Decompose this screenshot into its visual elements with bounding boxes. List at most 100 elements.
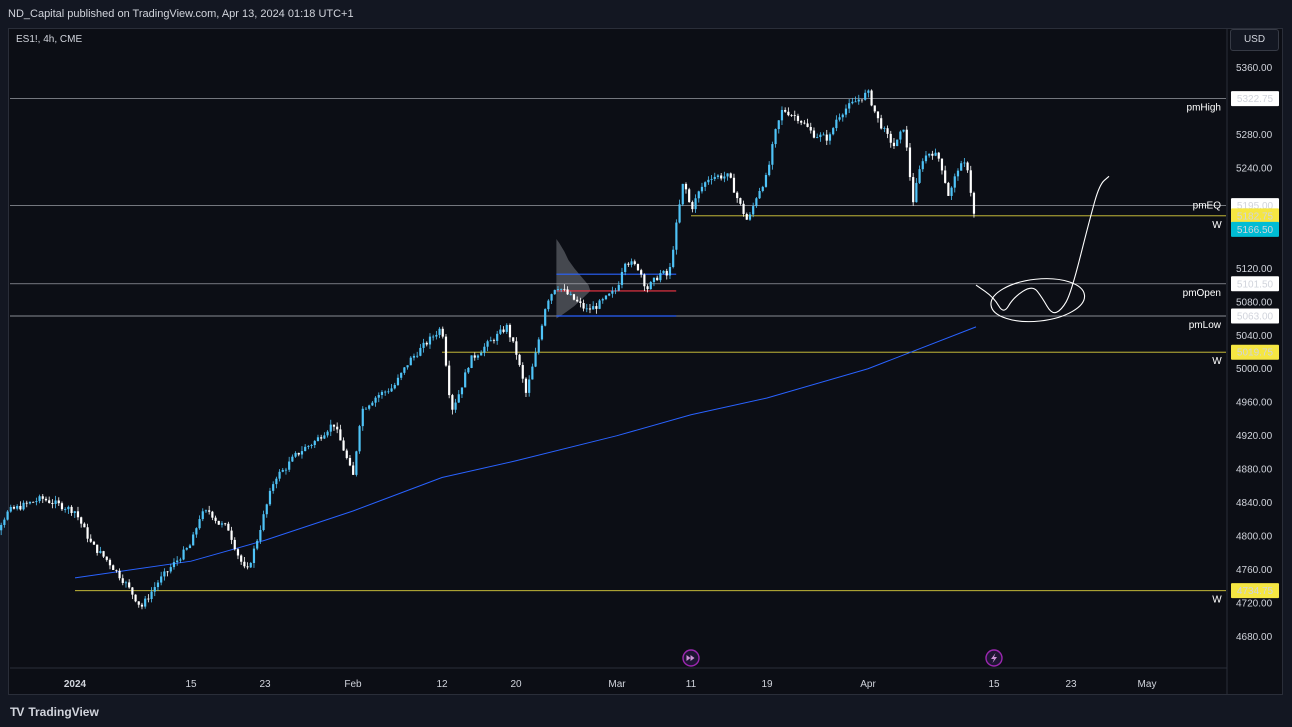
candle[interactable] xyxy=(960,160,963,171)
candle[interactable] xyxy=(761,185,764,193)
candle[interactable] xyxy=(355,450,358,477)
candle[interactable] xyxy=(364,407,368,410)
candle[interactable] xyxy=(528,375,531,397)
candle[interactable] xyxy=(153,582,156,597)
candle[interactable] xyxy=(297,452,300,457)
candle[interactable] xyxy=(9,504,12,513)
candle[interactable] xyxy=(211,510,214,521)
candle[interactable] xyxy=(249,561,252,569)
candle[interactable] xyxy=(502,326,505,334)
candle[interactable] xyxy=(76,506,80,521)
candle[interactable] xyxy=(89,534,92,543)
candle[interactable] xyxy=(134,594,137,603)
candle[interactable] xyxy=(585,303,588,313)
candle[interactable] xyxy=(640,268,643,278)
candle[interactable] xyxy=(812,127,816,139)
candle[interactable] xyxy=(252,545,256,568)
candle[interactable] xyxy=(544,308,547,327)
candle[interactable] xyxy=(169,563,172,574)
candle[interactable] xyxy=(803,120,806,125)
candle[interactable] xyxy=(6,510,9,521)
candle[interactable] xyxy=(697,190,700,203)
candle[interactable] xyxy=(617,281,620,292)
candle[interactable] xyxy=(553,289,556,295)
candle[interactable] xyxy=(304,444,307,452)
candle[interactable] xyxy=(828,132,832,145)
currency-button[interactable]: USD xyxy=(1230,29,1279,51)
candle[interactable] xyxy=(681,183,684,207)
candle[interactable] xyxy=(649,280,652,290)
candle[interactable] xyxy=(921,158,924,172)
candle[interactable] xyxy=(672,246,675,269)
candle[interactable] xyxy=(473,352,476,361)
candle[interactable] xyxy=(880,114,883,130)
candle[interactable] xyxy=(755,197,758,208)
candle[interactable] xyxy=(217,520,220,525)
candle[interactable] xyxy=(396,374,400,387)
candle[interactable] xyxy=(908,143,912,181)
symbol-info[interactable]: ES1!, 4h, CME xyxy=(16,34,83,45)
candle[interactable] xyxy=(160,571,163,586)
candle[interactable] xyxy=(598,299,601,310)
candle[interactable] xyxy=(896,139,899,147)
candle[interactable] xyxy=(720,173,723,181)
candle[interactable] xyxy=(384,390,387,396)
candle[interactable] xyxy=(710,175,713,185)
candle[interactable] xyxy=(748,211,752,221)
candle[interactable] xyxy=(432,334,435,341)
candle[interactable] xyxy=(284,467,288,475)
candle[interactable] xyxy=(844,104,848,118)
candle[interactable] xyxy=(38,494,41,504)
candle[interactable] xyxy=(150,587,153,603)
candle[interactable] xyxy=(688,187,691,203)
candle[interactable] xyxy=(224,522,227,526)
candle[interactable] xyxy=(550,293,553,305)
candle[interactable] xyxy=(918,165,921,184)
candle[interactable] xyxy=(12,505,16,510)
candle[interactable] xyxy=(480,350,483,356)
candle[interactable] xyxy=(22,500,25,511)
candle[interactable] xyxy=(508,323,512,342)
candle[interactable] xyxy=(262,510,265,532)
candle[interactable] xyxy=(604,295,608,301)
candle[interactable] xyxy=(787,107,790,117)
candle[interactable] xyxy=(361,406,364,431)
highlight-ellipse[interactable] xyxy=(989,274,1087,326)
candle[interactable] xyxy=(441,326,444,339)
candle[interactable] xyxy=(512,337,515,343)
candle[interactable] xyxy=(777,120,780,134)
candle[interactable] xyxy=(265,503,268,518)
candle[interactable] xyxy=(288,456,291,472)
candle[interactable] xyxy=(476,354,480,361)
candle[interactable] xyxy=(950,186,953,200)
candle[interactable] xyxy=(659,269,662,283)
candle[interactable] xyxy=(454,398,457,413)
candle[interactable] xyxy=(400,372,403,381)
candle[interactable] xyxy=(83,522,86,528)
candle[interactable] xyxy=(588,304,592,314)
candle[interactable] xyxy=(838,113,841,122)
candle[interactable] xyxy=(579,297,582,308)
tradingview-logo[interactable]: TV TradingView xyxy=(10,704,99,720)
candle[interactable] xyxy=(246,562,249,570)
candle[interactable] xyxy=(48,496,51,504)
candle[interactable] xyxy=(112,564,115,570)
candle[interactable] xyxy=(892,137,896,149)
candle[interactable] xyxy=(905,125,908,151)
candle[interactable] xyxy=(300,446,304,459)
candle[interactable] xyxy=(560,288,563,293)
candle[interactable] xyxy=(876,111,880,123)
candle[interactable] xyxy=(931,150,934,160)
candle[interactable] xyxy=(80,516,83,528)
candle[interactable] xyxy=(377,392,380,403)
projection-drawing[interactable] xyxy=(975,175,1110,314)
candle[interactable] xyxy=(537,337,540,355)
candle[interactable] xyxy=(934,148,937,157)
candle[interactable] xyxy=(118,568,121,581)
candle[interactable] xyxy=(291,454,294,462)
candle[interactable] xyxy=(416,351,419,359)
candle[interactable] xyxy=(486,339,489,352)
candle[interactable] xyxy=(729,172,732,179)
candle[interactable] xyxy=(329,419,332,437)
